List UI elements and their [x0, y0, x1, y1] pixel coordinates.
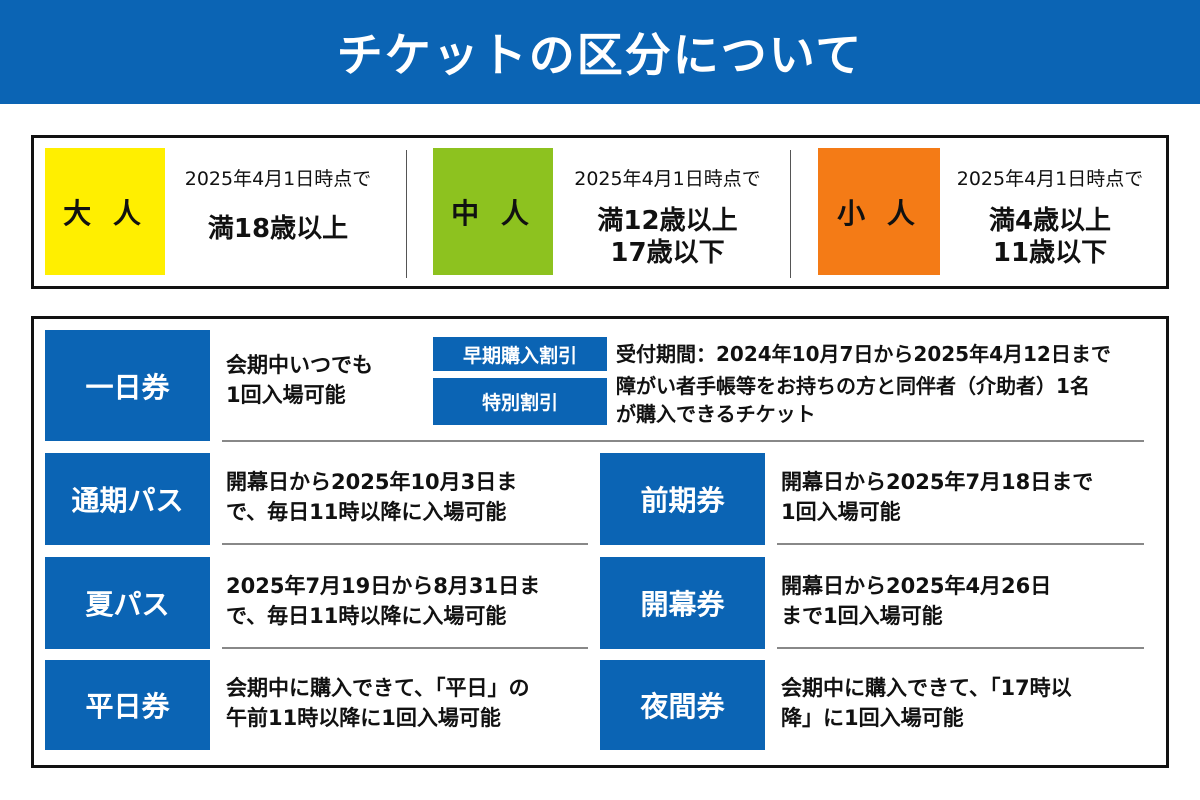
desc-line: 会期中に購入できて、「17時以 [781, 676, 1072, 700]
age-note: 2025年4月1日時点で [184, 168, 372, 190]
desc-line: 降」に1回入場可能 [781, 706, 964, 730]
age-range: 17歳以下 [610, 238, 725, 268]
ticket-desc: 開幕日から2025年7月18日まで 1回入場可能 [781, 453, 1151, 541]
desc-line: 会期中いつでも [226, 353, 373, 377]
desc-line: が購入できるチケット [616, 402, 816, 426]
divider [406, 150, 407, 278]
divider [777, 647, 1144, 649]
desc-line: 開幕日から2025年10月3日ま [226, 470, 518, 494]
desc-line: 会期中に購入できて、「平日」の [226, 676, 530, 700]
age-range: 満12歳以上 [597, 206, 738, 236]
one-day-ticket-label: 一日券 [45, 330, 210, 441]
ticket-desc: 2025年7月19日から8月31日ま で、毎日11時以降に入場可能 [226, 557, 591, 645]
divider [222, 543, 588, 545]
desc-line: 1回入場可能 [226, 383, 346, 407]
desc-line: 開幕日から2025年7月18日まで [781, 470, 1094, 494]
child-age-info: 2025年4月1日時点で 満4歳以上 11歳以下 [940, 150, 1160, 269]
desc-line: 午前11時以降に1回入場可能 [226, 706, 501, 730]
ticket-label: 通期パス [45, 453, 210, 545]
age-range: 満4歳以上 [988, 206, 1112, 236]
ticket-desc: 会期中に購入できて、「17時以 降」に1回入場可能 [781, 660, 1151, 746]
early-discount-tag: 早期購入割引 [433, 337, 607, 371]
early-discount-desc: 受付期間：2024年10月7日から2025年4月12日まで [616, 342, 1111, 366]
page-title: チケットの区分について [0, 0, 1200, 104]
age-note: 2025年4月1日時点で [574, 168, 761, 190]
desc-line: まで1回入場可能 [781, 604, 943, 628]
divider [222, 440, 1144, 442]
desc-line: 開幕日から2025年4月26日 [781, 574, 1052, 598]
desc-line: で、毎日11時以降に入場可能 [226, 604, 507, 628]
age-categories-panel [31, 135, 1169, 289]
ticket-label: 夏パス [45, 557, 210, 649]
desc-line: 1回入場可能 [781, 500, 901, 524]
special-discount-tag: 特別割引 [433, 378, 607, 425]
desc-line: 障がい者手帳等をお持ちの方と同伴者（介助者）1名 [616, 374, 1090, 398]
ticket-desc: 開幕日から2025年4月26日 まで1回入場可能 [781, 557, 1151, 645]
age-range: 満18歳以上 [207, 214, 349, 244]
special-discount-desc: 障がい者手帳等をお持ちの方と同伴者（介助者）1名 が購入できるチケット [616, 372, 1156, 428]
divider [790, 150, 791, 278]
middle-label: 中 人 [433, 148, 553, 275]
divider [777, 543, 1144, 545]
adult-label: 大 人 [45, 148, 165, 275]
ticket-label: 開幕券 [600, 557, 765, 649]
ticket-label: 前期券 [600, 453, 765, 545]
ticket-label: 平日券 [45, 660, 210, 750]
adult-age-info: 2025年4月1日時点で 満18歳以上 [168, 150, 388, 245]
ticket-desc: 開幕日から2025年10月3日ま で、毎日11時以降に入場可能 [226, 453, 591, 541]
ticket-types-panel [31, 316, 1169, 768]
ticket-desc: 会期中に購入できて、「平日」の 午前11時以降に1回入場可能 [226, 660, 591, 746]
desc-line: で、毎日11時以降に入場可能 [226, 500, 507, 524]
child-label: 小 人 [818, 148, 940, 275]
ticket-label: 夜間券 [600, 660, 765, 750]
age-note: 2025年4月1日時点で [956, 168, 1144, 190]
divider [222, 647, 588, 649]
middle-age-info: 2025年4月1日時点で 満12歳以上 17歳以下 [555, 150, 780, 269]
one-day-desc: 会期中いつでも 1回入場可能 [226, 350, 426, 410]
desc-line: 2025年7月19日から8月31日ま [226, 574, 541, 598]
age-range: 11歳以下 [992, 238, 1108, 268]
